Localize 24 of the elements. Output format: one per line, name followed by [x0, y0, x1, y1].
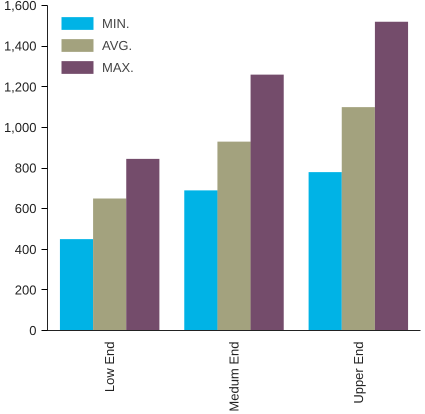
bar [126, 158, 160, 330]
bar [184, 190, 218, 330]
bar [217, 142, 251, 330]
y-tick-label: 200 [14, 282, 37, 298]
legend-label: MAX. [102, 60, 134, 74]
y-tick-label: 600 [14, 201, 37, 216]
legend-label: MIN. [102, 16, 130, 30]
bar [342, 107, 375, 330]
y-tick-label: 1,000 [4, 120, 37, 135]
bar [60, 239, 94, 330]
bar [250, 74, 284, 330]
y-tick-label: 1,200 [4, 79, 37, 94]
x-tick-label: Upper End [350, 341, 366, 404]
x-tick-label: Medum End [226, 341, 242, 412]
bar [308, 172, 342, 330]
y-tick-label: 1,600 [4, 0, 37, 13]
bar [93, 198, 126, 330]
bar [374, 22, 408, 330]
y-tick-label: 0 [29, 323, 37, 338]
legend-label: AVG. [102, 38, 132, 52]
y-tick-label: 800 [14, 160, 37, 176]
y-tick-label: 400 [14, 242, 37, 257]
y-tick-label: 1,400 [4, 38, 37, 54]
x-tick-label: Low End [102, 341, 118, 392]
